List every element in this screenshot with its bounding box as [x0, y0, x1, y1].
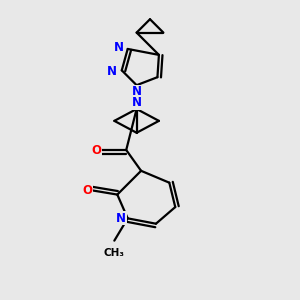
Text: N: N: [132, 85, 142, 98]
Text: N: N: [116, 212, 126, 225]
Text: CH₃: CH₃: [104, 248, 125, 258]
Text: N: N: [132, 96, 142, 109]
Text: N: N: [107, 65, 117, 78]
Text: O: O: [82, 184, 93, 196]
Text: O: O: [92, 143, 101, 157]
Text: N: N: [114, 41, 124, 54]
